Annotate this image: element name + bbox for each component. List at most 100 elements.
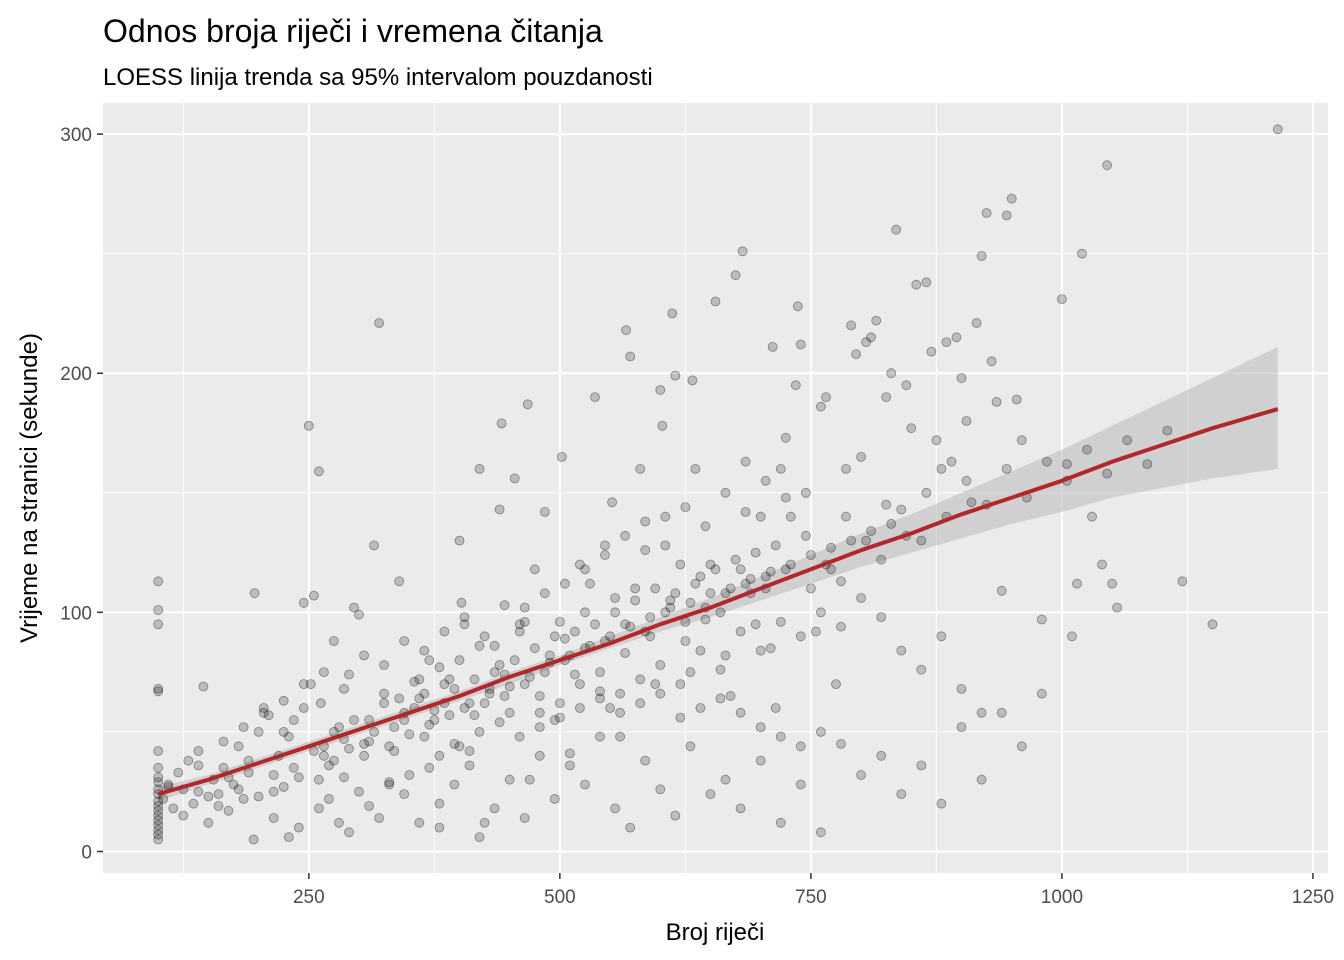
data-point: [1016, 741, 1027, 752]
data-point: [675, 679, 686, 689]
data-point: [615, 707, 625, 718]
data-point: [866, 526, 876, 536]
data-point: [590, 619, 600, 630]
data-point: [444, 710, 455, 721]
data-point: [760, 475, 771, 486]
data-point: [1057, 294, 1067, 305]
data-point: [178, 810, 189, 821]
data-point: [379, 660, 390, 670]
data-point: [1177, 576, 1188, 587]
data-point: [792, 301, 803, 312]
data-point: [374, 318, 385, 328]
data-point: [605, 631, 615, 642]
data-point: [1062, 459, 1072, 470]
data-point: [1082, 444, 1092, 455]
data-point: [705, 588, 716, 599]
data-point: [464, 760, 475, 771]
data-point: [876, 554, 887, 565]
data-point: [434, 662, 445, 673]
data-point: [1016, 435, 1027, 446]
data-point: [806, 550, 816, 560]
data-point: [489, 803, 500, 814]
data-point: [790, 380, 801, 391]
data-point: [534, 707, 545, 718]
data-point: [153, 777, 164, 787]
data-point: [419, 645, 430, 656]
data-point: [384, 741, 395, 752]
data-point: [816, 607, 826, 618]
data-point: [650, 583, 661, 594]
data-point: [621, 325, 631, 336]
data-point: [936, 631, 947, 642]
data-point: [720, 774, 731, 785]
data-point: [956, 684, 967, 694]
data-point: [695, 703, 706, 713]
data-point: [901, 380, 912, 391]
data-point: [479, 631, 490, 642]
data-point: [555, 698, 565, 709]
data-point: [896, 645, 907, 656]
data-point: [474, 727, 485, 737]
data-point: [308, 746, 319, 756]
data-point: [529, 643, 540, 654]
data-point: [464, 698, 475, 709]
data-point: [670, 810, 681, 821]
data-point: [479, 817, 490, 828]
data-point: [916, 664, 927, 675]
data-point: [675, 559, 686, 570]
data-point: [1011, 394, 1022, 405]
data-point: [459, 619, 470, 630]
data-point: [524, 774, 535, 785]
data-point: [153, 825, 164, 835]
data-point: [755, 511, 766, 522]
data-point: [153, 820, 164, 831]
data-point: [153, 815, 164, 826]
data-point: [775, 463, 786, 474]
data-point: [454, 741, 465, 752]
data-point: [775, 731, 786, 742]
data-point: [780, 564, 791, 575]
data-point: [218, 736, 229, 747]
data-point: [233, 784, 244, 795]
data-point: [153, 576, 164, 587]
data-point: [153, 762, 164, 773]
data-point: [384, 777, 395, 787]
data-point: [916, 535, 927, 546]
y-tick-label: 200: [60, 364, 92, 385]
data-point: [565, 748, 575, 759]
data-point: [680, 502, 691, 513]
data-point: [615, 688, 625, 699]
data-point: [936, 463, 947, 474]
y-tick-label: 0: [81, 842, 92, 863]
data-point: [635, 698, 646, 709]
data-point: [534, 691, 545, 701]
data-point: [740, 578, 751, 589]
data-point: [610, 803, 620, 814]
data-point: [188, 798, 199, 809]
data-point: [268, 786, 279, 797]
data-point: [816, 401, 826, 412]
data-point: [153, 772, 164, 783]
data-point: [496, 418, 507, 429]
data-point: [213, 801, 224, 811]
data-point: [580, 607, 590, 618]
data-point: [1006, 193, 1017, 204]
data-point: [770, 540, 781, 551]
data-point: [715, 607, 726, 618]
data-point: [961, 416, 972, 426]
data-point: [1102, 468, 1112, 479]
data-point: [499, 691, 510, 701]
data-point: [655, 660, 666, 670]
data-point: [1207, 619, 1218, 630]
data-point: [760, 571, 771, 582]
data-point: [806, 583, 816, 594]
data-point: [660, 607, 671, 618]
data-point: [414, 817, 425, 828]
x-tick-label: 750: [795, 887, 827, 908]
data-point: [474, 640, 485, 651]
data-point: [434, 750, 445, 761]
data-point: [313, 774, 324, 785]
data-point: [705, 559, 716, 570]
data-point: [1067, 631, 1077, 642]
y-tick-label: 300: [60, 125, 92, 146]
